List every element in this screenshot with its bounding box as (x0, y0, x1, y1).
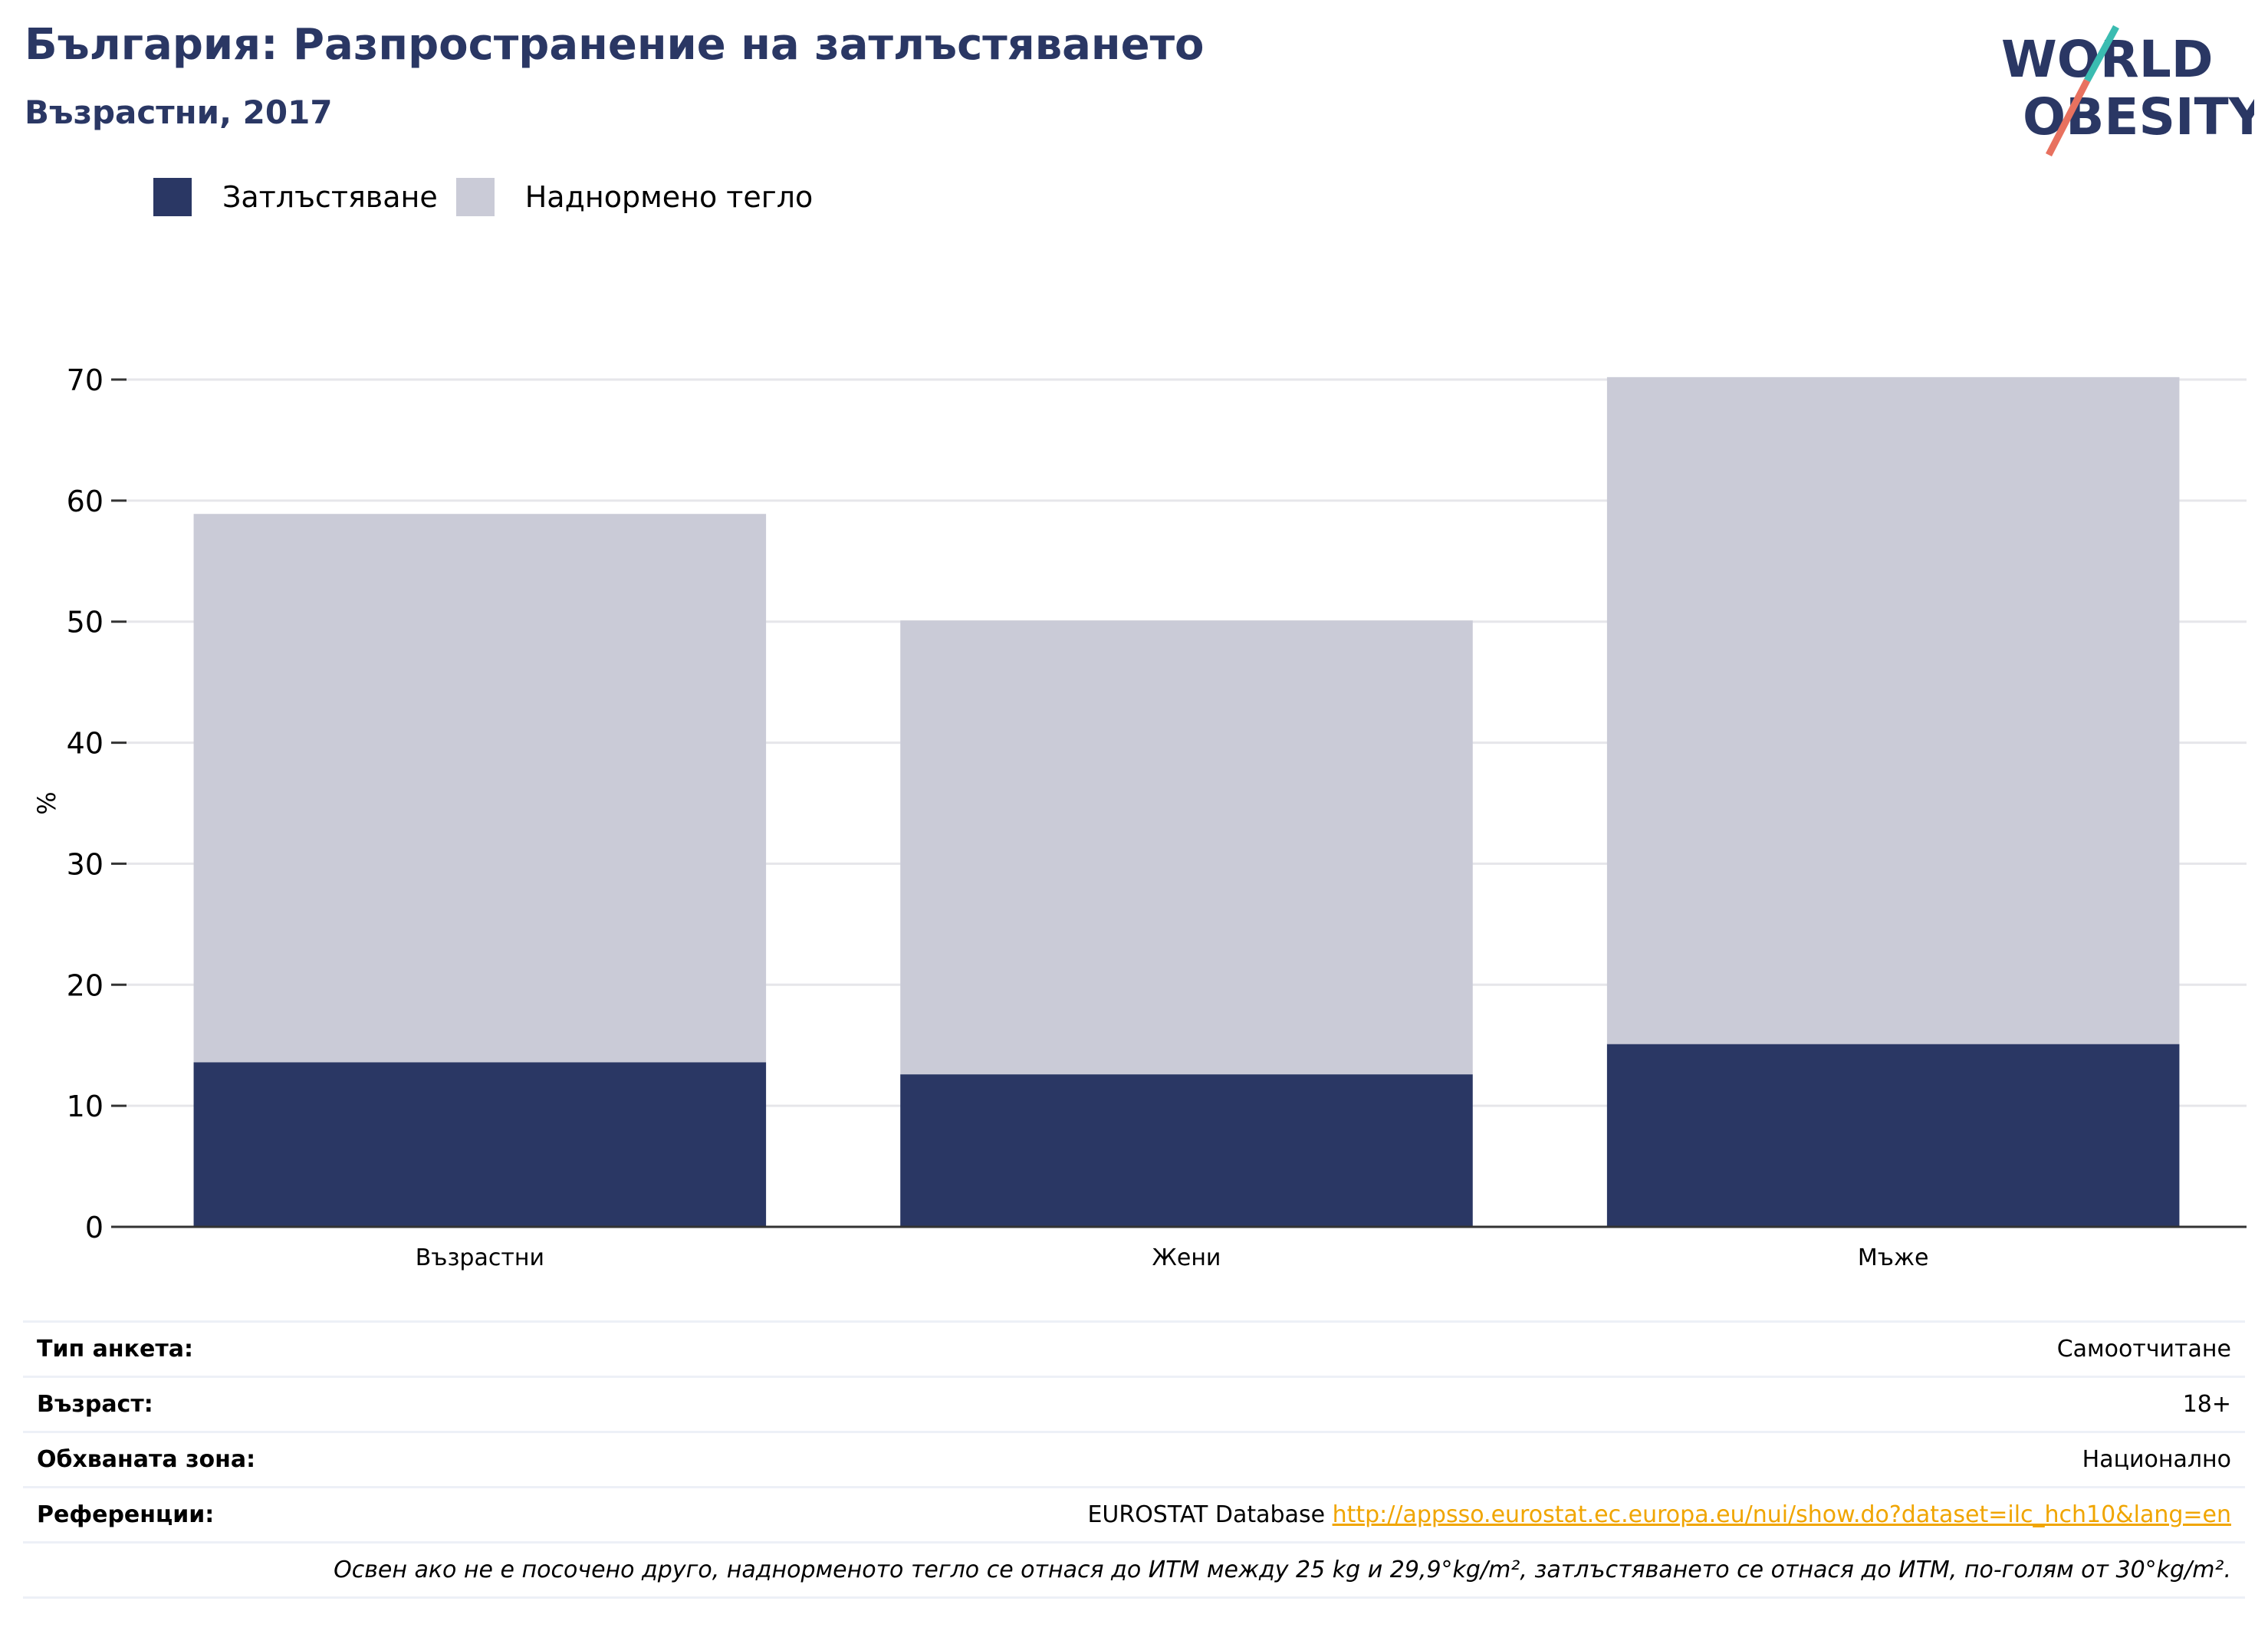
y-tick-label: 0 (85, 1211, 104, 1244)
y-tick-label: 20 (67, 968, 104, 1002)
info-key: Обхваната зона: (37, 1446, 256, 1473)
y-tick-label: 10 (67, 1090, 104, 1123)
info-row-survey-type: Тип анкета: Самоотчитане (23, 1323, 2245, 1378)
world-obesity-logo: WORLD OBESITY (2001, 25, 2254, 157)
info-key: Тип анкета: (37, 1336, 193, 1363)
info-row-references: Референции: EUROSTAT Database http://app… (23, 1488, 2245, 1544)
logo-slash-coral (2046, 78, 2090, 157)
bar-obesity (193, 1062, 767, 1227)
logo-slash-teal (2084, 25, 2119, 83)
chart-title: България: Разпространение на затлъстяван… (25, 20, 1205, 70)
bar-overweight (193, 514, 767, 1063)
note-text: Освен ако не е посочено друго, наднормен… (334, 1557, 2231, 1583)
bar-overweight (900, 620, 1473, 1075)
info-row-age: Възраст: 18+ (23, 1378, 2245, 1433)
survey-info-table: Тип анкета: Самоотчитане Възраст: 18+ Об… (23, 1320, 2245, 1599)
x-tick-label: Мъже (1858, 1244, 1929, 1271)
bar-obesity (900, 1074, 1473, 1227)
info-note: Освен ако не е посочено друго, наднормен… (23, 1544, 2245, 1599)
legend-label-obesity: Затлъстяване (222, 180, 438, 214)
info-value: 18+ (2182, 1391, 2231, 1418)
legend-label-overweight: Наднормено тегло (524, 180, 814, 214)
y-tick-label: 70 (67, 363, 104, 397)
info-key: Възраст: (37, 1391, 153, 1418)
chart-legend: Затлъстяване Наднормено тегло (153, 178, 831, 216)
info-value: Самоотчитане (2056, 1336, 2231, 1363)
bar-obesity (1606, 1044, 2180, 1227)
y-tick-label: 50 (67, 606, 104, 639)
legend-swatch-overweight (455, 178, 495, 216)
y-tick-label: 40 (67, 727, 104, 761)
info-key: Референции: (37, 1501, 215, 1528)
legend-swatch-obesity (153, 178, 192, 216)
chart-subtitle: Възрастни, 2017 (25, 94, 333, 131)
info-value: Национално (2082, 1446, 2231, 1473)
x-tick-label: Възрастни (416, 1244, 544, 1271)
bar-overweight (1606, 376, 2180, 1044)
x-tick-label: Жени (1152, 1244, 1221, 1271)
legend-item-obesity: Затлъстяване (153, 178, 438, 216)
reference-source: EUROSTAT Database (1087, 1501, 1326, 1528)
y-tick-label: 60 (67, 485, 104, 518)
bar-chart: 0 10 20 30 40 50 60 70% Възрастни Жени Мъже (32, 363, 2247, 1271)
info-row-area: Обхваната зона: Национално (23, 1433, 2245, 1488)
y-tick-label: 30 (67, 847, 104, 881)
reference-link[interactable]: http://appsso.eurostat.ec.europa.eu/nui/… (1332, 1501, 2231, 1528)
legend-item-overweight: Наднормено тегло (455, 178, 814, 216)
y-axis-label: % (32, 791, 61, 814)
info-value: EUROSTAT Database http://appsso.eurostat… (1087, 1501, 2231, 1528)
